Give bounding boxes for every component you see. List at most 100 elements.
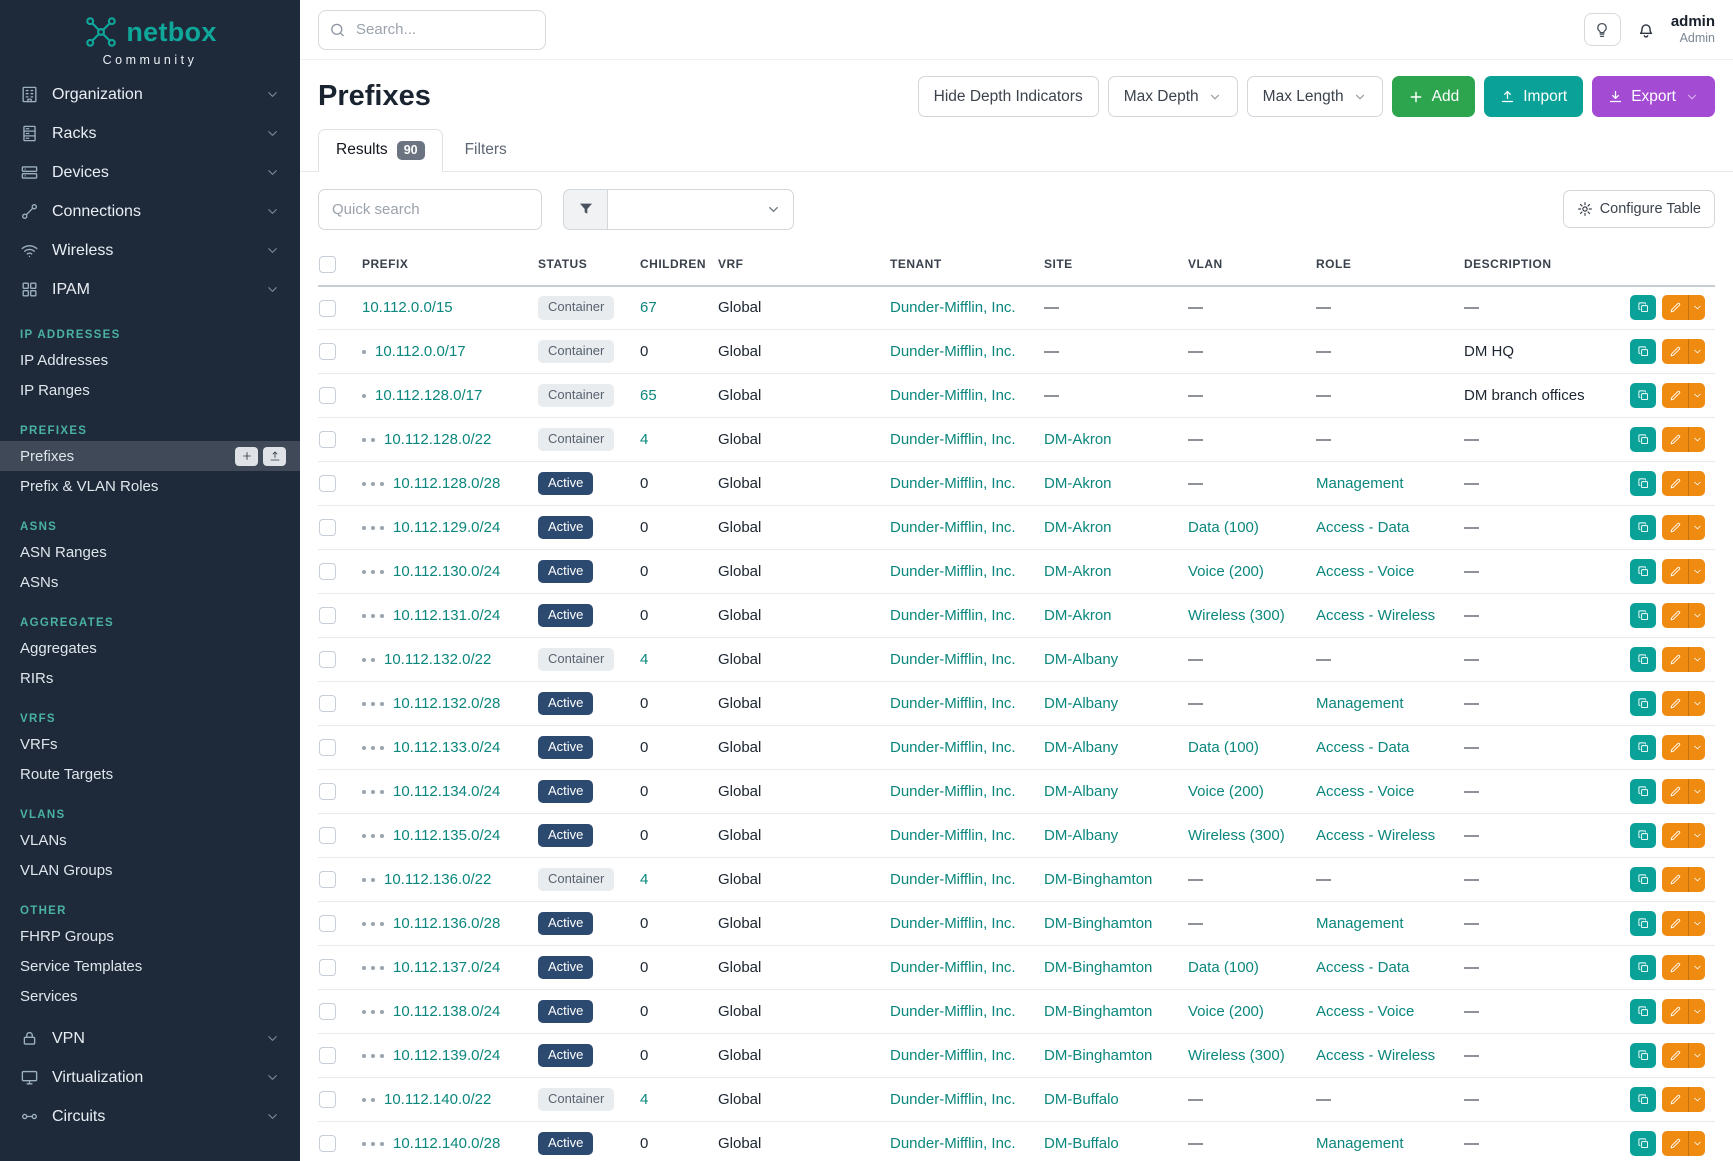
clone-button[interactable] xyxy=(1630,1043,1656,1068)
edit-button[interactable] xyxy=(1662,1087,1688,1112)
filter-button[interactable] xyxy=(563,188,608,230)
site-link[interactable]: DM-Binghamton xyxy=(1044,1003,1153,1020)
row-checkbox[interactable] xyxy=(319,387,336,405)
children-count-link[interactable]: 4 xyxy=(640,871,649,888)
vlan-link[interactable]: Data (100) xyxy=(1188,959,1259,976)
prefix-link[interactable]: 10.112.135.0/24 xyxy=(393,827,501,844)
prefix-link[interactable]: 10.112.139.0/24 xyxy=(393,1047,501,1064)
sidebar-item-virtualization[interactable]: Virtualization xyxy=(0,1058,300,1097)
row-checkbox[interactable] xyxy=(319,651,336,669)
edit-button[interactable] xyxy=(1662,999,1688,1024)
site-link[interactable]: DM-Albany xyxy=(1044,783,1119,800)
clone-button[interactable] xyxy=(1630,911,1656,936)
role-link[interactable]: Access - Data xyxy=(1316,959,1410,976)
column-header-children[interactable]: CHILDREN xyxy=(640,243,718,287)
vlan-link[interactable]: Wireless (300) xyxy=(1188,827,1285,844)
edit-button[interactable] xyxy=(1662,779,1688,804)
role-link[interactable]: Access - Voice xyxy=(1316,1003,1415,1020)
theme-toggle-button[interactable] xyxy=(1583,13,1621,46)
vlan-link[interactable]: Voice (200) xyxy=(1188,563,1264,580)
prefix-link[interactable]: 10.112.128.0/28 xyxy=(393,475,501,492)
role-link[interactable]: Access - Wireless xyxy=(1316,1047,1436,1064)
saved-filter-select[interactable] xyxy=(608,188,794,230)
site-link[interactable]: DM-Albany xyxy=(1044,651,1119,668)
vlan-link[interactable]: Data (100) xyxy=(1188,739,1259,756)
tenant-link[interactable]: Dunder-Mifflin, Inc. xyxy=(890,651,1016,668)
prefix-link[interactable]: 10.112.132.0/28 xyxy=(393,695,501,712)
edit-dropdown-toggle[interactable] xyxy=(1688,735,1705,760)
row-checkbox[interactable] xyxy=(319,1047,336,1065)
prefix-link[interactable]: 10.112.131.0/24 xyxy=(393,607,501,624)
edit-button[interactable] xyxy=(1662,911,1688,936)
clone-button[interactable] xyxy=(1630,515,1656,540)
edit-dropdown-toggle[interactable] xyxy=(1688,911,1705,936)
edit-button[interactable] xyxy=(1662,559,1688,584)
configure-table-button[interactable]: Configure Table xyxy=(1562,190,1715,228)
column-header-role[interactable]: ROLE xyxy=(1316,243,1464,287)
prefix-link[interactable]: 10.112.128.0/22 xyxy=(384,431,492,448)
sidebar-item-services[interactable]: Services xyxy=(0,981,300,1011)
edit-dropdown-toggle[interactable] xyxy=(1688,1087,1705,1112)
tenant-link[interactable]: Dunder-Mifflin, Inc. xyxy=(890,871,1016,888)
max-length-dropdown[interactable]: Max Length xyxy=(1246,76,1383,117)
edit-dropdown-toggle[interactable] xyxy=(1688,867,1705,892)
edit-dropdown-toggle[interactable] xyxy=(1688,647,1705,672)
edit-dropdown-toggle[interactable] xyxy=(1688,559,1705,584)
site-link[interactable]: DM-Binghamton xyxy=(1044,959,1153,976)
row-checkbox[interactable] xyxy=(319,959,336,977)
notifications-bell-icon[interactable] xyxy=(1636,20,1656,40)
tenant-link[interactable]: Dunder-Mifflin, Inc. xyxy=(890,475,1016,492)
edit-dropdown-toggle[interactable] xyxy=(1688,427,1705,452)
site-link[interactable]: DM-Binghamton xyxy=(1044,871,1153,888)
tenant-link[interactable]: Dunder-Mifflin, Inc. xyxy=(890,739,1016,756)
sidebar-item-fhrp-groups[interactable]: FHRP Groups xyxy=(0,921,300,951)
site-link[interactable]: DM-Binghamton xyxy=(1044,1047,1153,1064)
edit-button[interactable] xyxy=(1662,867,1688,892)
clone-button[interactable] xyxy=(1630,735,1656,760)
select-all-checkbox[interactable] xyxy=(319,255,336,273)
edit-button[interactable] xyxy=(1662,647,1688,672)
edit-button[interactable] xyxy=(1662,515,1688,540)
edit-dropdown-toggle[interactable] xyxy=(1688,515,1705,540)
sidebar-item-route-targets[interactable]: Route Targets xyxy=(0,759,300,789)
edit-dropdown-toggle[interactable] xyxy=(1688,471,1705,496)
row-checkbox[interactable] xyxy=(319,1003,336,1021)
site-link[interactable]: DM-Buffalo xyxy=(1044,1091,1119,1108)
role-link[interactable]: Management xyxy=(1316,475,1404,492)
edit-button[interactable] xyxy=(1662,955,1688,980)
row-checkbox[interactable] xyxy=(319,871,336,889)
column-header-prefix[interactable]: PREFIX xyxy=(362,243,538,287)
prefix-link[interactable]: 10.112.128.0/17 xyxy=(375,387,483,404)
prefix-link[interactable]: 10.112.0.0/17 xyxy=(375,343,466,360)
prefix-link[interactable]: 10.112.134.0/24 xyxy=(393,783,501,800)
quick-search-input[interactable] xyxy=(318,188,542,230)
tenant-link[interactable]: Dunder-Mifflin, Inc. xyxy=(890,387,1016,404)
edit-button[interactable] xyxy=(1662,735,1688,760)
edit-button[interactable] xyxy=(1662,295,1688,321)
row-checkbox[interactable] xyxy=(319,563,336,581)
prefix-link[interactable]: 10.112.133.0/24 xyxy=(393,739,501,756)
sidebar-item-ip-addresses[interactable]: IP Addresses xyxy=(0,345,300,375)
prefix-link[interactable]: 10.112.140.0/22 xyxy=(384,1091,492,1108)
site-link[interactable]: DM-Albany xyxy=(1044,739,1119,756)
edit-dropdown-toggle[interactable] xyxy=(1688,339,1705,364)
prefix-link[interactable]: 10.112.138.0/24 xyxy=(393,1003,501,1020)
sidebar-item-prefix-vlan-roles[interactable]: Prefix & VLAN Roles xyxy=(0,471,300,501)
clone-button[interactable] xyxy=(1630,955,1656,980)
sidebar-item-asns[interactable]: ASNs xyxy=(0,567,300,597)
clone-button[interactable] xyxy=(1630,471,1656,496)
sidebar-item-rirs[interactable]: RIRs xyxy=(0,663,300,693)
role-link[interactable]: Access - Wireless xyxy=(1316,827,1436,844)
sidebar-item-devices[interactable]: Devices xyxy=(0,153,300,192)
site-link[interactable]: DM-Buffalo xyxy=(1044,1135,1119,1152)
clone-button[interactable] xyxy=(1630,427,1656,452)
tenant-link[interactable]: Dunder-Mifflin, Inc. xyxy=(890,1003,1016,1020)
children-count-link[interactable]: 4 xyxy=(640,1091,649,1108)
column-header-site[interactable]: SITE xyxy=(1044,243,1188,287)
edit-button[interactable] xyxy=(1662,471,1688,496)
site-link[interactable]: DM-Akron xyxy=(1044,519,1112,536)
site-link[interactable]: DM-Akron xyxy=(1044,475,1112,492)
sidebar-item-vlan-groups[interactable]: VLAN Groups xyxy=(0,855,300,885)
prefix-link[interactable]: 10.112.137.0/24 xyxy=(393,959,501,976)
sidebar-item-vpn[interactable]: VPN xyxy=(0,1019,300,1058)
